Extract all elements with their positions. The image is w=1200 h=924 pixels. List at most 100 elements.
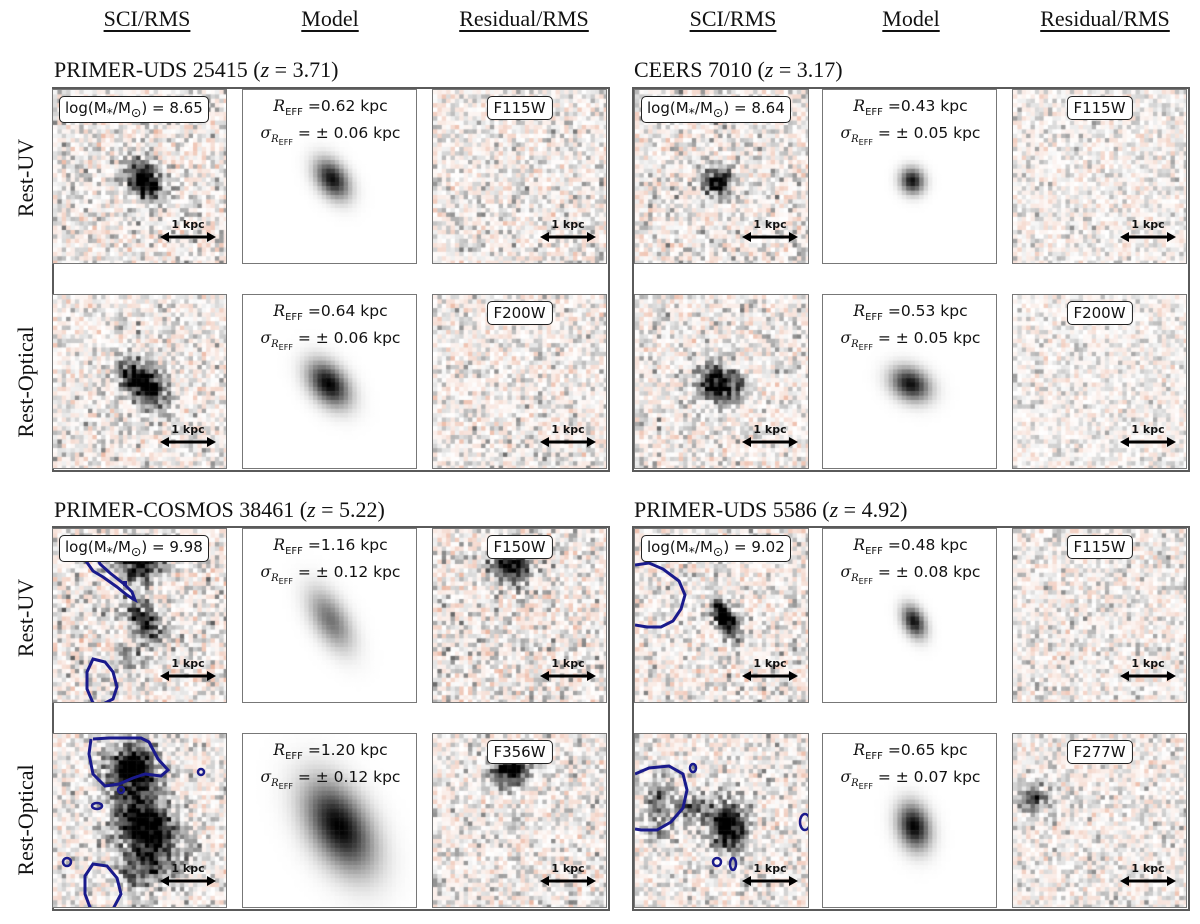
- scale-bar: 1 kpc: [540, 863, 596, 887]
- scale-bar: 1 kpc: [1120, 219, 1176, 243]
- sci-rms-panel: 1 kpc: [52, 733, 227, 908]
- galaxy-redshift: 5.22: [339, 497, 378, 522]
- model-panel: REFF =0.64 kpc σREFF = ± 0.06 kpc: [242, 294, 417, 469]
- sci-rms-panel: 1 kpc: [52, 294, 227, 469]
- sci-rms-panel: log(M*/M⊙) = 9.98 1 kpc: [52, 528, 227, 703]
- sci-rms-image: [53, 295, 226, 468]
- filter-label: F200W: [486, 301, 553, 325]
- galaxy-title: PRIMER-UDS 5586 (z = 4.92): [634, 497, 908, 522]
- sci-rms-panel: log(M*/M⊙) = 9.02 1 kpc: [634, 528, 809, 703]
- row-label-rest-uv: Rest-UV: [13, 138, 38, 218]
- column-header-sci-rms: SCI/RMS: [103, 6, 191, 31]
- galaxy-name: PRIMER-UDS 25415: [54, 57, 248, 82]
- model-image: [823, 529, 996, 702]
- model-panel: REFF =0.48 kpc σREFF = ± 0.08 kpc: [822, 528, 997, 703]
- filter-label: F150W: [486, 535, 553, 559]
- row-label-rest-optical: Rest-Optical: [13, 326, 38, 438]
- sci-rms-panel: 1 kpc: [634, 733, 809, 908]
- column-header-sci-rms: SCI/RMS: [689, 6, 777, 31]
- column-header-model: Model: [301, 6, 359, 31]
- effective-radius-label: REFF =0.43 kpc σREFF = ± 0.05 kpc: [840, 97, 981, 148]
- contour-line: [711, 856, 723, 868]
- model-panel: REFF =0.62 kpc σREFF = ± 0.06 kpc: [242, 89, 417, 264]
- scale-bar: 1 kpc: [1120, 424, 1176, 448]
- model-panel: REFF =0.43 kpc σREFF = ± 0.05 kpc: [822, 89, 997, 264]
- scale-bar: 1 kpc: [160, 863, 216, 887]
- residual-rms-panel: F277W 1 kpc: [1012, 733, 1187, 908]
- contour-line: [83, 862, 123, 907]
- residual-rms-panel: F150W 1 kpc: [432, 528, 607, 703]
- scale-bar: 1 kpc: [742, 658, 798, 682]
- contour-line: [82, 536, 138, 604]
- filter-label: F356W: [486, 740, 553, 764]
- contour-line: [85, 657, 119, 702]
- scale-bar: 1 kpc: [540, 219, 596, 243]
- sci-rms-image: [53, 734, 226, 907]
- model-panel: REFF =1.20 kpc σREFF = ± 0.12 kpc: [242, 733, 417, 908]
- galaxy-title: PRIMER-COSMOS 38461 (z = 5.22): [54, 497, 385, 522]
- residual-rms-panel: F115W 1 kpc: [1012, 528, 1187, 703]
- effective-radius-label: REFF =0.65 kpc σREFF = ± 0.07 kpc: [840, 741, 981, 792]
- scale-bar: 1 kpc: [742, 863, 798, 887]
- contour-line: [61, 856, 73, 868]
- contour-line: [116, 785, 126, 795]
- residual-rms-panel: F115W 1 kpc: [432, 89, 607, 264]
- galaxy-redshift: 3.71: [292, 57, 332, 82]
- residual-rms-panel: F200W 1 kpc: [1012, 294, 1187, 469]
- galaxy-redshift: 4.92: [861, 497, 901, 522]
- stellar-mass-label: log(M*/M⊙) = 8.65: [59, 96, 209, 123]
- galaxy-name: CEERS 7010: [634, 57, 752, 82]
- sci-rms-panel: log(M*/M⊙) = 8.64 1 kpc: [634, 89, 809, 264]
- model-panel: REFF =0.53 kpc σREFF = ± 0.05 kpc: [822, 294, 997, 469]
- filter-label: F200W: [1066, 301, 1133, 325]
- model-image: [243, 529, 416, 702]
- residual-rms-panel: F115W 1 kpc: [1012, 89, 1187, 264]
- model-image: [243, 734, 416, 907]
- contour-overlay: [635, 762, 808, 872]
- residual-rms-panel: F200W 1 kpc: [432, 294, 607, 469]
- effective-radius-label: REFF =0.62 kpc σREFF = ± 0.06 kpc: [260, 97, 401, 148]
- row-label-rest-uv: Rest-UV: [13, 578, 38, 658]
- contour-line: [90, 801, 104, 811]
- effective-radius-label: REFF =1.16 kpc σREFF = ± 0.12 kpc: [260, 536, 401, 587]
- contour-line: [688, 762, 698, 774]
- sci-rms-image: [635, 295, 808, 468]
- model-panel: REFF =1.16 kpc σREFF = ± 0.12 kpc: [242, 528, 417, 703]
- scale-bar: 1 kpc: [742, 219, 798, 243]
- column-header-residual-rms: Residual/RMS: [1040, 6, 1170, 31]
- effective-radius-label: REFF =0.64 kpc σREFF = ± 0.06 kpc: [260, 302, 401, 353]
- contour-line: [728, 856, 738, 872]
- stellar-mass-label: log(M*/M⊙) = 9.02: [641, 535, 791, 562]
- galaxy-title: CEERS 7010 (z = 3.17): [634, 57, 843, 82]
- model-image: [243, 90, 416, 263]
- galaxy-name: PRIMER-COSMOS 38461: [54, 497, 295, 522]
- contour-overlay: [61, 736, 206, 907]
- model-panel: REFF =0.65 kpc σREFF = ± 0.07 kpc: [822, 733, 997, 908]
- scale-bar: 1 kpc: [742, 424, 798, 448]
- filter-label: F115W: [486, 96, 553, 120]
- row-label-rest-optical: Rest-Optical: [13, 764, 38, 876]
- filter-label: F277W: [1066, 740, 1133, 764]
- contour-overlay: [82, 536, 138, 702]
- residual-rms-panel: F356W 1 kpc: [432, 733, 607, 908]
- scale-bar: 1 kpc: [160, 424, 216, 448]
- sci-rms-panel: log(M*/M⊙) = 8.65 1 kpc: [52, 89, 227, 264]
- stellar-mass-label: log(M*/M⊙) = 8.64: [641, 96, 791, 123]
- scale-bar: 1 kpc: [1120, 658, 1176, 682]
- effective-radius-label: REFF =0.48 kpc σREFF = ± 0.08 kpc: [840, 536, 981, 587]
- filter-label: F115W: [1066, 535, 1133, 559]
- scale-bar: 1 kpc: [540, 658, 596, 682]
- model-image: [823, 734, 996, 907]
- column-header-model: Model: [882, 6, 940, 31]
- contour-line: [635, 561, 687, 629]
- model-image: [243, 295, 416, 468]
- column-header-residual-rms: Residual/RMS: [459, 6, 589, 31]
- stellar-mass-label: log(M*/M⊙) = 9.98: [59, 535, 209, 562]
- scale-bar: 1 kpc: [540, 424, 596, 448]
- scale-bar: 1 kpc: [160, 219, 216, 243]
- model-image: [823, 295, 996, 468]
- contour-line: [798, 812, 808, 832]
- sci-rms-panel: 1 kpc: [634, 294, 809, 469]
- galaxy-title: PRIMER-UDS 25415 (z = 3.71): [54, 57, 339, 82]
- contour-line: [196, 767, 206, 777]
